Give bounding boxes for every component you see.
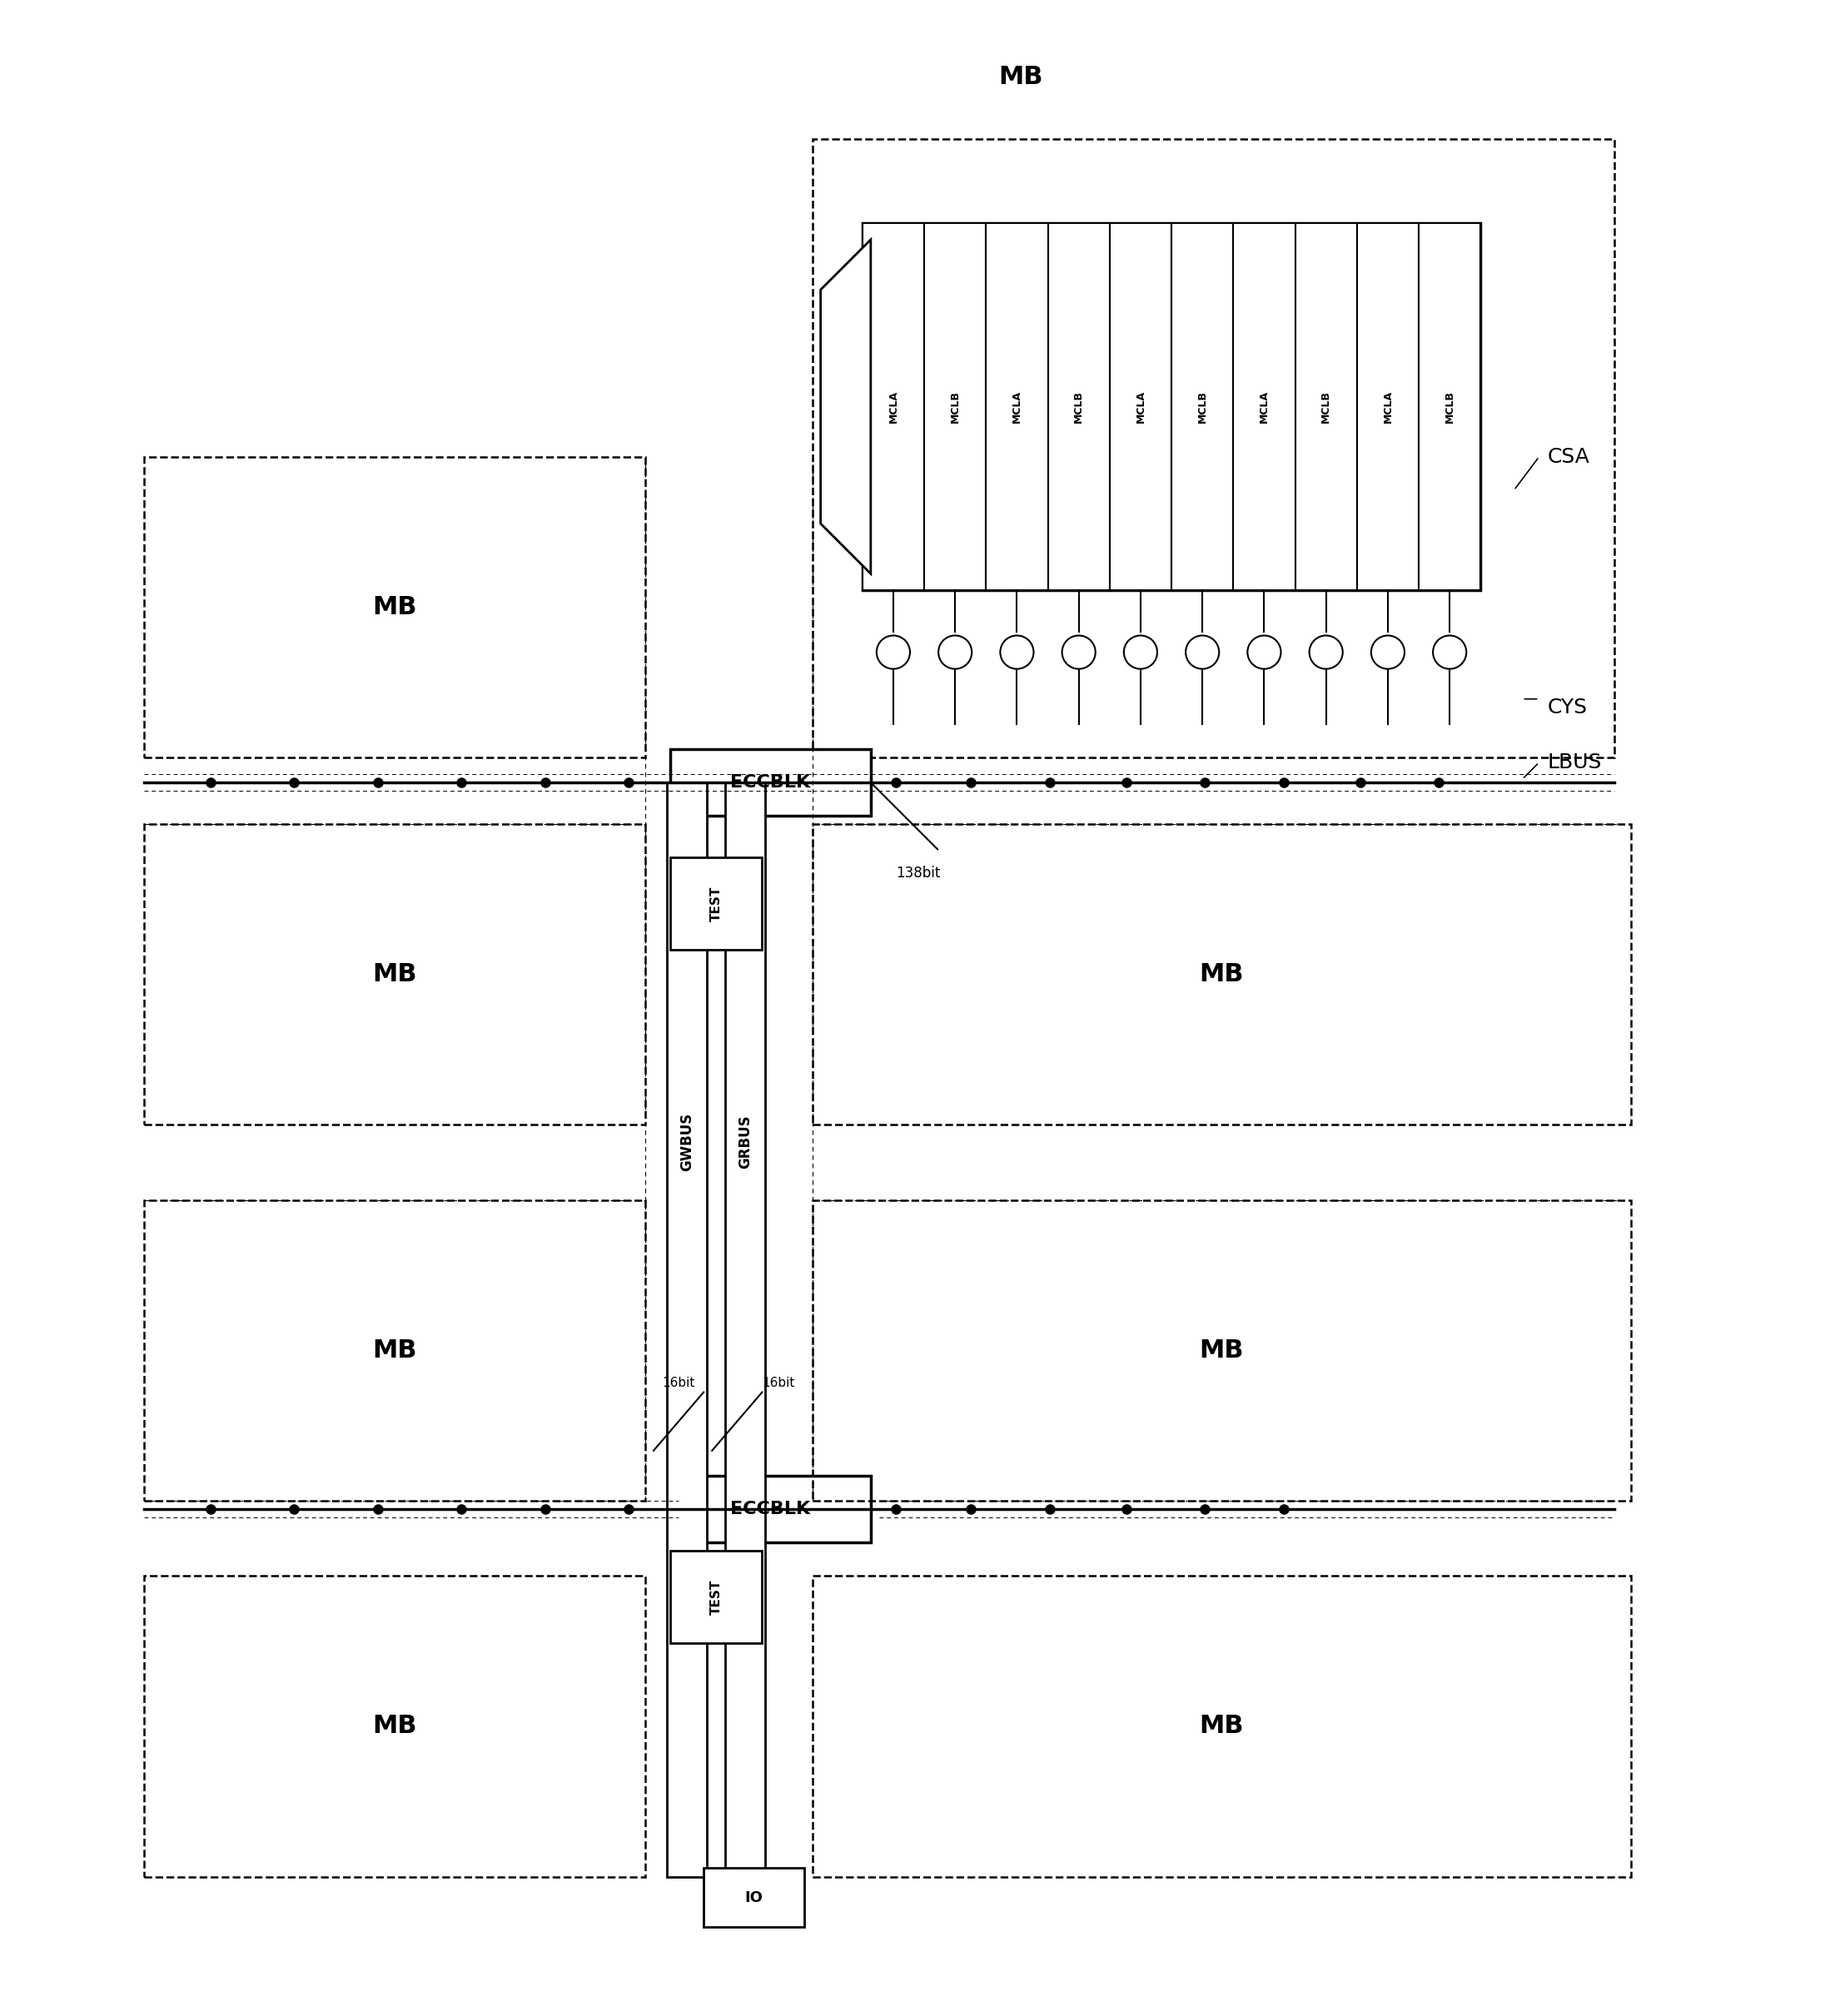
Bar <box>666 782 706 1877</box>
Bar <box>144 458 646 758</box>
Text: MCLB: MCLB <box>1444 391 1455 423</box>
Bar <box>1234 224 1296 591</box>
Bar <box>670 1550 763 1643</box>
Bar <box>986 224 1048 591</box>
Bar <box>812 139 1615 758</box>
Text: 16bit: 16bit <box>763 1377 796 1389</box>
Bar <box>812 1577 1632 1877</box>
Bar <box>670 1476 871 1542</box>
Text: MCLB: MCLB <box>1321 391 1332 423</box>
Text: TEST: TEST <box>710 1579 723 1615</box>
Text: MCLA: MCLA <box>889 391 898 423</box>
Text: CSA: CSA <box>1548 448 1590 468</box>
Polygon shape <box>821 240 871 575</box>
Text: MB: MB <box>372 1714 416 1738</box>
Bar <box>144 825 646 1125</box>
Bar <box>704 1869 803 1927</box>
Text: CYS: CYS <box>1548 698 1588 718</box>
Bar <box>725 782 765 1877</box>
Text: LBUS: LBUS <box>1548 752 1602 772</box>
Text: MCLA: MCLA <box>1382 391 1392 423</box>
Bar <box>144 1200 646 1500</box>
Text: TEST: TEST <box>710 885 723 921</box>
Text: MCLB: MCLB <box>1197 391 1208 423</box>
Text: IO: IO <box>745 1889 763 1905</box>
Bar <box>863 224 1480 591</box>
Text: MB: MB <box>1199 1714 1245 1738</box>
Bar <box>1296 224 1358 591</box>
Text: MB: MB <box>372 595 416 619</box>
Bar <box>863 224 923 591</box>
Bar <box>812 825 1632 1125</box>
Text: MCLB: MCLB <box>949 391 960 423</box>
Bar <box>923 224 986 591</box>
Text: MB: MB <box>372 1339 416 1363</box>
Bar <box>1418 224 1480 591</box>
Bar <box>670 857 763 950</box>
Text: MB: MB <box>372 962 416 986</box>
Bar <box>812 1200 1632 1500</box>
Bar <box>1048 224 1110 591</box>
Text: MB: MB <box>1199 1339 1245 1363</box>
Bar <box>144 1577 646 1877</box>
Bar <box>670 750 871 816</box>
Text: GWBUS: GWBUS <box>679 1113 695 1171</box>
Text: MB: MB <box>998 65 1044 89</box>
Text: MCLA: MCLA <box>1011 391 1022 423</box>
Text: ECCBLK: ECCBLK <box>730 774 810 790</box>
Bar <box>1172 224 1234 591</box>
Text: 16bit: 16bit <box>662 1377 695 1389</box>
Text: ECCBLK: ECCBLK <box>730 1500 810 1518</box>
Text: MB: MB <box>1199 962 1245 986</box>
Text: MCLA: MCLA <box>1135 391 1146 423</box>
Text: GRBUS: GRBUS <box>737 1115 754 1169</box>
Text: 138bit: 138bit <box>896 867 940 881</box>
Bar <box>1358 224 1418 591</box>
Bar <box>1110 224 1172 591</box>
Text: MCLB: MCLB <box>1073 391 1084 423</box>
Text: MCLA: MCLA <box>1259 391 1270 423</box>
